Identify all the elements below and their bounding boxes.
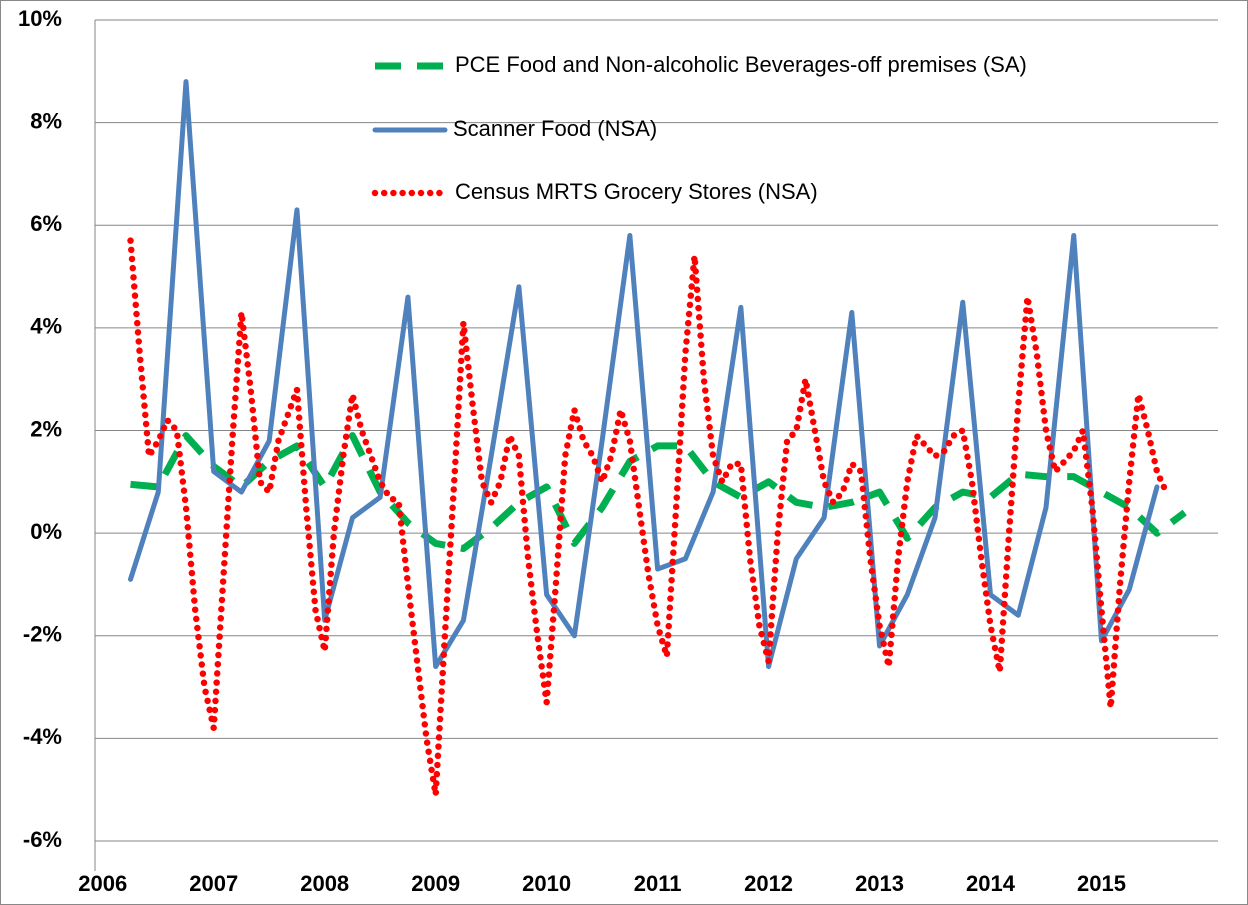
series-line (128, 79, 1160, 670)
legend-label: Census MRTS Grocery Stores (NSA) (455, 179, 818, 204)
y-tick-label: 8% (30, 108, 62, 133)
x-tick-label: 2010 (522, 871, 571, 896)
legend-label: PCE Food and Non-alcoholic Beverages-off… (455, 52, 1027, 77)
y-tick-label: -4% (23, 724, 62, 749)
x-tick-label: 2009 (411, 871, 460, 896)
x-tick-label: 2015 (1077, 871, 1126, 896)
x-tick-label: 2006 (78, 871, 127, 896)
series-line (130, 432, 1187, 553)
legend-label: Scanner Food (NSA) (453, 116, 657, 141)
y-tick-label: -2% (23, 622, 62, 647)
y-tick-label: 2% (30, 416, 62, 441)
y-tick-label: 6% (30, 211, 62, 236)
y-tick-label: 0% (30, 519, 62, 544)
y-tick-label: -6% (23, 827, 62, 852)
x-tick-label: 2011 (634, 871, 682, 896)
x-tick-label: 2012 (744, 871, 793, 896)
y-tick-label: 10% (18, 6, 62, 31)
x-tick-label: 2014 (966, 871, 1016, 896)
y-tick-label: 4% (30, 314, 62, 339)
x-tick-label: 2007 (189, 871, 238, 896)
series-line (127, 237, 1170, 799)
x-tick-label: 2013 (855, 871, 904, 896)
x-tick-label: 2008 (300, 871, 349, 896)
